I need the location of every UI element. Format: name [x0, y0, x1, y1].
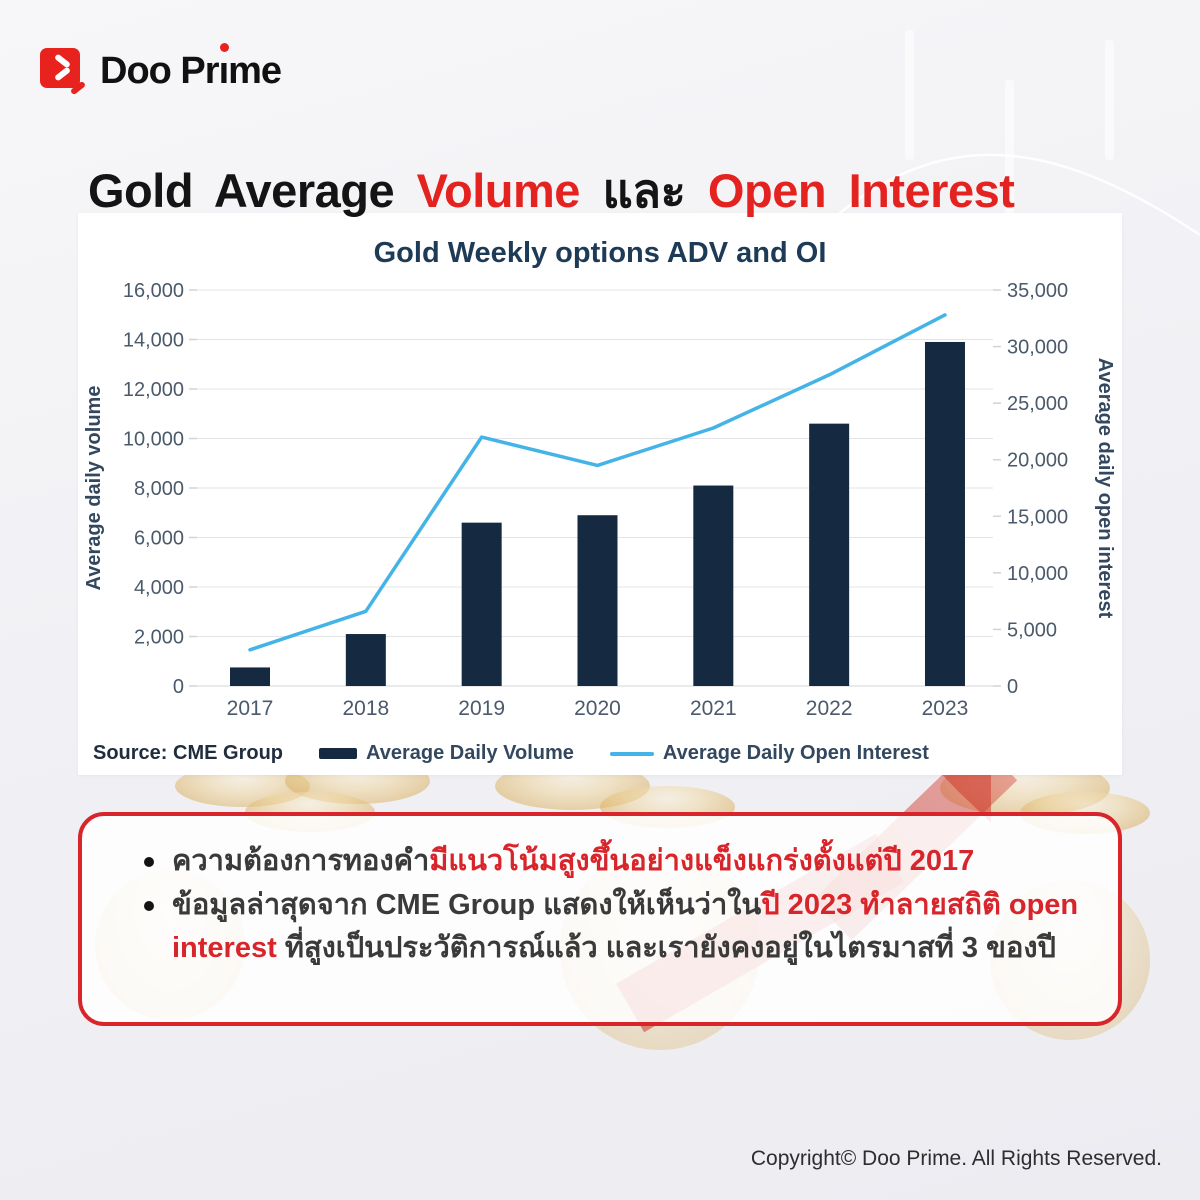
svg-text:2018: 2018	[342, 697, 389, 720]
text-segment: และ	[579, 164, 708, 218]
chart-title: Gold Weekly options ADV and OI	[373, 237, 827, 269]
svg-text:5,000: 5,000	[1007, 619, 1057, 641]
text-segment: ข้อมูลล่าสุดจาก CME Group แสดงให้เห็นว่า…	[172, 888, 762, 921]
text-segment: ความต้องการทองคำ	[172, 845, 430, 877]
svg-text:2,000: 2,000	[134, 627, 184, 649]
svg-text:10,000: 10,000	[123, 429, 184, 451]
background-candle	[1005, 80, 1014, 240]
svg-text:2021: 2021	[690, 697, 737, 720]
text-segment: Volume	[416, 164, 581, 218]
svg-text:6,000: 6,000	[134, 528, 184, 550]
y-axis-right-title: Average daily open interest	[1094, 358, 1116, 619]
summary-list: ความต้องการทองคำมีแนวโน้มสูงขึ้นอย่างแข็…	[140, 840, 1082, 971]
svg-text:14,000: 14,000	[123, 330, 184, 352]
summary-box: ความต้องการทองคำมีแนวโน้มสูงขึ้นอย่างแข็…	[78, 812, 1122, 1026]
text-segment: ที่สูงเป็นประวัติการณ์แล้ว และเรายังคงอย…	[276, 932, 1056, 964]
svg-text:10,000: 10,000	[1007, 563, 1068, 585]
svg-text:16,000: 16,000	[123, 280, 184, 302]
svg-text:2023: 2023	[922, 697, 969, 720]
page-title: Gold Average Volume และ Open Interest	[88, 153, 1148, 228]
doo-prime-logo: Doo Prıme	[40, 48, 282, 96]
background-candle	[905, 30, 914, 160]
line-swatch-icon	[609, 751, 654, 756]
chart-legend: Source: CME Group Average Daily Volume A…	[93, 742, 929, 765]
svg-text:25,000: 25,000	[1007, 393, 1068, 415]
text-segment: มีแนวโน้มสูงขึ้นอย่างแข็งแกร่งตั้งแต่ปี …	[429, 845, 975, 877]
svg-text:20,000: 20,000	[1007, 450, 1068, 472]
svg-text:2019: 2019	[458, 697, 505, 720]
doo-prime-logo-icon	[40, 48, 87, 96]
background-curve	[819, 153, 1200, 237]
legend-item-open-interest: Average Daily Open Interest	[609, 742, 929, 765]
legend-item-volume: Average Daily Volume	[319, 742, 574, 765]
text-segment: Gold Average	[88, 164, 417, 218]
x-axis-labels: 2017 2018 2019 2020 2021 2022 2023	[227, 697, 969, 720]
bars-series	[230, 341, 965, 686]
copyright-text: Copyright© Doo Prime. All Rights Reserve…	[750, 1147, 1162, 1170]
svg-text:30,000: 30,000	[1007, 337, 1068, 359]
source-label: Source: CME Group	[93, 742, 284, 764]
svg-text:15,000: 15,000	[1007, 506, 1068, 528]
text-segment: Open Interest	[707, 164, 1015, 218]
svg-text:35,000: 35,000	[1007, 280, 1068, 302]
svg-text:8,000: 8,000	[134, 478, 184, 500]
svg-text:12,000: 12,000	[123, 379, 184, 401]
brand-name: Doo Prıme	[100, 49, 282, 92]
svg-text:2017: 2017	[227, 697, 274, 720]
svg-text:0: 0	[173, 676, 184, 698]
summary-bullet-1: ความต้องการทองคำมีแนวโน้มสูงขึ้นอย่างแข็…	[140, 840, 1082, 884]
line-series	[248, 313, 947, 652]
y-axis-left: 0 2,000 4,000 6,000 8,000 10,000 12,000 14,000 1…	[123, 280, 184, 698]
y-axis-right: 0 5,000 10,000 15,000 20,000 25,000 30,000 35,0…	[1007, 280, 1068, 698]
text-segment: ปี 2023 ทำลายสถิติ open interest	[172, 888, 1079, 965]
svg-text:4,000: 4,000	[134, 577, 184, 599]
chart-canvas: 0 2,000 4,000 6,000 8,000 10,000 12,000 14,000 1…	[78, 277, 1122, 729]
bar-swatch-icon	[319, 748, 358, 759]
chart-card: Gold Weekly options ADV and OI 0 2,000 4,0…	[78, 213, 1122, 775]
svg-text:0: 0	[1007, 676, 1018, 698]
svg-text:2020: 2020	[574, 697, 621, 720]
summary-bullet-2: ข้อมูลล่าสุดจาก CME Group แสดงให้เห็นว่า…	[140, 884, 1082, 971]
background-candle	[1105, 40, 1114, 160]
svg-text:2022: 2022	[806, 697, 853, 720]
y-axis-left-title: Average daily volume	[83, 386, 105, 591]
